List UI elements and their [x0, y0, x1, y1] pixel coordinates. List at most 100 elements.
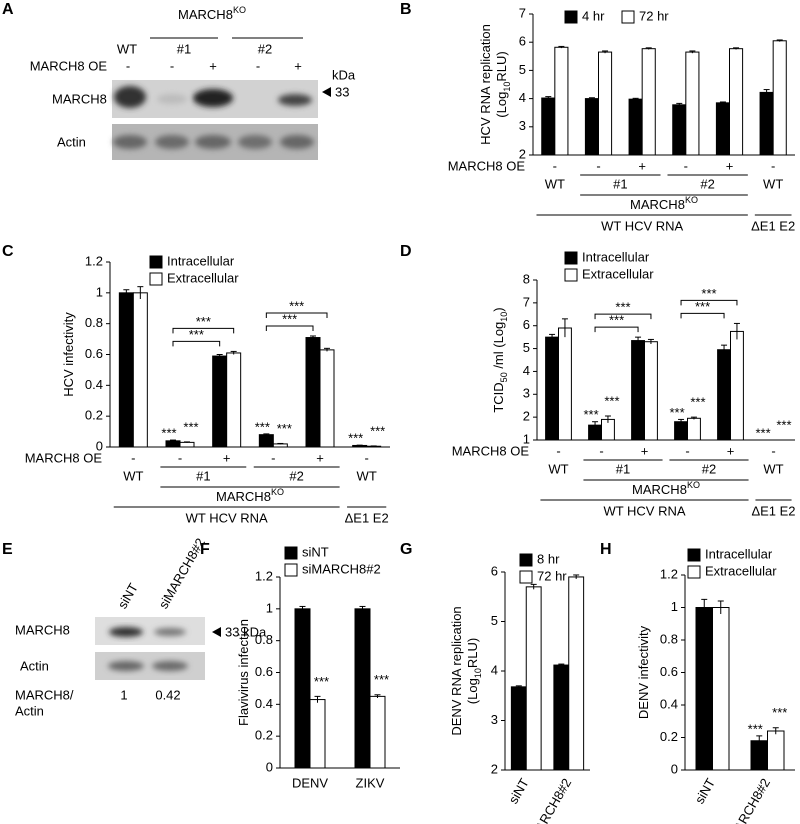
x-tick-label: + [316, 450, 324, 465]
y-axis-label: DENV RNA replication [449, 606, 464, 735]
legend-label: siNT [302, 544, 329, 559]
bracket-label: *** [289, 298, 304, 313]
oe-sign: + [294, 58, 302, 73]
bracket-label: *** [282, 311, 297, 326]
bracket-label: *** [189, 327, 204, 342]
knockout-label-part: KO [685, 195, 698, 205]
x-tick-label: + [641, 443, 649, 458]
y-axis-label-part: 10 [502, 82, 512, 92]
panel-letter: F [200, 541, 210, 558]
legend-swatch [149, 255, 163, 269]
y-tick-label: 6 [491, 563, 498, 578]
bracket [594, 313, 652, 320]
bar [628, 98, 643, 156]
y-axis-label: HCV RNA replication [478, 24, 493, 145]
knockout-label-part: MARCH8 [216, 489, 271, 504]
bar [641, 48, 656, 156]
bar [525, 586, 542, 771]
legend-label: Extracellular [705, 563, 777, 578]
panel-letter: A [2, 1, 14, 18]
legend-swatch [621, 10, 635, 24]
rna-label: WT HCV RNA [603, 503, 685, 518]
group-label: WT [545, 176, 565, 191]
legend-label: siMARCH8#2 [302, 561, 381, 576]
x-tick-label: siNT [505, 776, 531, 807]
bar [674, 421, 688, 441]
significance: *** [161, 426, 176, 441]
lane-label: WT [117, 41, 137, 56]
y-tick-label: 0 [671, 761, 678, 776]
bar [772, 40, 787, 156]
x-tick-label: - [685, 443, 689, 458]
significance: *** [604, 393, 619, 408]
legend-swatch [564, 251, 578, 265]
y-tick-label: 0.6 [255, 664, 273, 679]
significance: *** [314, 674, 329, 689]
knockout-label-part: MARCH8 [630, 197, 685, 212]
bar [685, 51, 700, 156]
y-tick-label: 6 [519, 34, 526, 49]
bar [118, 292, 134, 448]
legend-label: Intracellular [582, 249, 650, 264]
rna-label: WT HCV RNA [186, 510, 268, 525]
y-tick-label: 1.2 [85, 253, 103, 268]
y-tick-label: 5 [519, 62, 526, 77]
legend-label: 72 hr [537, 568, 567, 583]
bar [354, 608, 371, 769]
y-tick-label: 0.2 [660, 729, 678, 744]
kda-label: kDa [332, 67, 356, 82]
bracket [172, 340, 221, 347]
significance: *** [772, 705, 787, 720]
bar [258, 434, 274, 448]
significance: *** [755, 425, 770, 440]
y-tick-label: 7 [519, 5, 526, 20]
bar [541, 97, 556, 156]
row-label: MARCH8 [52, 91, 107, 106]
y-axis-label-part: HCV infectivity [61, 312, 76, 397]
group-label: #1 [616, 461, 630, 476]
x-tick-label: + [726, 158, 734, 173]
y-tick-label: 0.2 [85, 408, 103, 423]
y-axis-label: (Log10RLU) [494, 51, 512, 117]
y-tick-label: 1 [523, 431, 530, 446]
bracket-label: *** [196, 314, 211, 329]
y-tick-label: 0.6 [660, 664, 678, 679]
y-tick-label: 4 [491, 662, 498, 677]
oe-sign: - [170, 58, 174, 73]
marker-label: 33 kDa [225, 624, 267, 639]
legend-label: Intracellular [705, 546, 773, 561]
significance: *** [748, 721, 763, 736]
group-label: WT [763, 461, 783, 476]
y-tick-label: 0.2 [255, 728, 273, 743]
row-label: Actin [57, 134, 86, 149]
significance: *** [183, 419, 198, 434]
y-tick-label: 7 [523, 294, 530, 309]
rna-label: WT HCV RNA [601, 218, 683, 233]
panel-letter: B [400, 1, 412, 18]
legend-swatch [519, 570, 533, 584]
bar [568, 576, 585, 771]
y-axis-label-part: DENV infectivity [636, 625, 651, 719]
x-tick-label: DENV [292, 775, 328, 790]
y-tick-label: 2 [523, 409, 530, 424]
bar [554, 46, 569, 156]
significance: *** [348, 431, 363, 446]
rna-label: ΔE1 E2 [751, 218, 795, 233]
y-tick-label: 1.2 [255, 568, 273, 583]
legend-swatch [564, 268, 578, 282]
x-row-label: MARCH8 OE [25, 450, 103, 465]
legend-swatch [564, 10, 578, 24]
x-row-label: MARCH8 OE [452, 443, 530, 458]
bar [715, 102, 731, 156]
x-tick-label: + [638, 158, 646, 173]
bar [226, 352, 242, 448]
significance: *** [776, 417, 791, 432]
bar [730, 330, 744, 441]
y-tick-label: 6 [523, 317, 530, 332]
bracket [265, 325, 314, 331]
panel-letter: H [600, 541, 612, 558]
legend-label: Extracellular [582, 266, 654, 281]
blot-bands [114, 86, 312, 108]
y-tick-label: 2 [491, 761, 498, 776]
group-label: #1 [613, 176, 627, 191]
